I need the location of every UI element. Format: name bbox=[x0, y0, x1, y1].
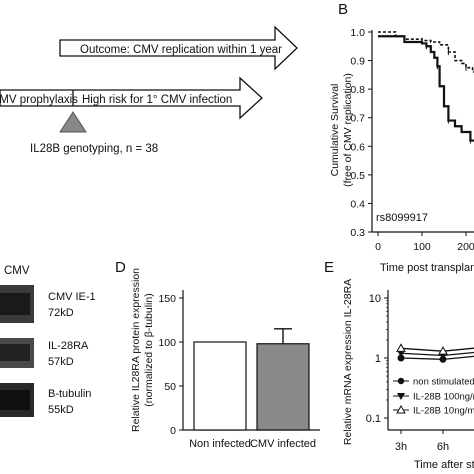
panel-d-ylabel-2: (normalized to β-tubulin) bbox=[143, 293, 155, 406]
panel-e-series-line bbox=[400, 351, 474, 357]
panel-b-letter: B bbox=[338, 1, 348, 18]
panel-e-legend: non stimulated IL-28B 100ng/m IL-28B 10ng/… bbox=[393, 377, 474, 417]
panel-e-series bbox=[396, 343, 474, 363]
panel-e-legend-label: IL-28B 100ng/m bbox=[413, 392, 474, 403]
panel-e-legend-marker-triangle-down bbox=[397, 393, 405, 400]
panel-e-series-line bbox=[400, 355, 474, 360]
timeline-arrow bbox=[0, 76, 263, 120]
panel-d-y-tick-label: 150 bbox=[158, 293, 176, 305]
panel-b-curve-solid bbox=[378, 35, 474, 142]
panel-b-ylabel-1: Cumulative Survival bbox=[329, 84, 341, 177]
panel-d-category-label: CMV infected bbox=[250, 438, 316, 450]
panel-e-legend-label: non stimulated bbox=[413, 377, 474, 388]
panel-e-y-tick-label: 10 bbox=[369, 293, 381, 305]
panel-d-y-tick-label: 0 bbox=[170, 425, 176, 437]
panel-b-y-tick-label: 0.3 bbox=[350, 227, 365, 239]
panel-e-marker-triangle-up bbox=[438, 346, 448, 355]
band-name-1: CMV IE-1 bbox=[48, 291, 96, 303]
panel-d-bar bbox=[193, 341, 247, 431]
panel-c-header: CMV bbox=[4, 265, 30, 277]
panel-e-letter: E bbox=[324, 259, 334, 276]
panel-d-bar bbox=[256, 343, 310, 431]
panel-e-y-tick-label: 0.1 bbox=[366, 413, 381, 425]
band-name-3: B-tubulin bbox=[48, 388, 91, 400]
panel-b-snp-label: rs8099917 bbox=[376, 212, 428, 224]
panel-d-y-tick-label: 100 bbox=[158, 337, 176, 349]
panel-d-y-tick-label: 50 bbox=[164, 381, 176, 393]
panel-b-x-ticks: 0 100 200 bbox=[375, 232, 474, 253]
band-size-1: 72kD bbox=[48, 307, 74, 319]
outcome-arrow bbox=[59, 25, 298, 71]
panel-d-bars bbox=[193, 328, 310, 431]
prophylaxis-label: CMV prophylaxis bbox=[0, 94, 78, 106]
genotyping-label: IL28B genotyping, n = 38 bbox=[30, 143, 158, 155]
panel-b-y-tick-label: 0.9 bbox=[350, 56, 365, 68]
panel-e-y-ticks: 10 1 0.1 bbox=[366, 293, 388, 425]
panel-b-xlabel: Time post transplant unt bbox=[380, 262, 474, 274]
panel-e: E Relative mRNA expression IL-28RA 10 1 0.… bbox=[324, 259, 474, 471]
panel-e-marker-circle bbox=[397, 354, 405, 362]
panel-e-y-tick-label: 1 bbox=[375, 353, 381, 365]
panel-e-x-tick-label: 6h bbox=[437, 441, 449, 453]
panel-e-legend-marker-triangle-up bbox=[396, 404, 406, 414]
outcome-label: Outcome: CMV replication within 1 year bbox=[80, 44, 282, 56]
panel-b-x-tick-label: 100 bbox=[413, 241, 431, 253]
panel-a: Outcome: CMV replication within 1 year C… bbox=[0, 25, 298, 155]
genotyping-marker bbox=[59, 111, 87, 133]
panel-d-category-label: Non infected bbox=[189, 438, 251, 450]
panel-c: CMV CMV IE-1 72kD IL-28RA 57kD B-tubulin… bbox=[0, 265, 96, 417]
panel-d-ylabel-1: Relative IL28RA protein expression bbox=[130, 268, 142, 432]
panel-b-x-tick-label: 200 bbox=[457, 241, 474, 253]
panel-b-y-tick-label: 0.6 bbox=[350, 141, 365, 153]
panel-e-legend-label: IL-28B 10ng/mL bbox=[413, 406, 474, 417]
band-size-2: 57kD bbox=[48, 356, 74, 368]
panel-e-xlabel: Time after sti bbox=[414, 459, 474, 471]
panel-e-x-tick-label: 3h bbox=[395, 441, 407, 453]
panel-b-curve-dashed bbox=[378, 31, 474, 73]
panel-b-y-ticks: 1.0 0.9 0.8 0.7 0.6 0.5 0.4 0.3 bbox=[350, 27, 372, 239]
panel-e-legend-marker-circle bbox=[397, 377, 405, 385]
panel-d-y-ticks: 0 50 100 150 bbox=[158, 293, 183, 437]
band-size-3: 55kD bbox=[48, 404, 74, 416]
panel-b-y-tick-label: 1.0 bbox=[350, 27, 365, 39]
panel-e-marker-triangle-up bbox=[396, 343, 406, 352]
risk-label: High risk for 1° CMV infection bbox=[82, 94, 232, 106]
band-name-2: IL-28RA bbox=[48, 340, 89, 352]
panel-b-y-tick-label: 0.4 bbox=[350, 198, 365, 210]
panel-b: B Cumulative Survival (free of CMV repli… bbox=[329, 1, 474, 274]
panel-e-series-line bbox=[400, 347, 474, 352]
panel-b-y-tick-label: 0.5 bbox=[350, 170, 365, 182]
panel-b-ylabel-2: (free of CMV replication) bbox=[342, 73, 354, 187]
panel-e-x-ticks: 3h 6h bbox=[395, 430, 449, 453]
panel-e-marker-triangle-down bbox=[397, 350, 405, 358]
blot-band-ie1-core bbox=[0, 293, 30, 315]
panel-b-curves bbox=[378, 31, 474, 144]
panel-e-ylabel: Relative mRNA expression IL-28RA bbox=[342, 279, 354, 445]
panel-b-y-tick-label: 0.7 bbox=[350, 113, 365, 125]
panel-b-x-tick-label: 0 bbox=[375, 241, 381, 253]
panel-d-letter: D bbox=[115, 259, 126, 276]
blot-band-tubulin-core bbox=[0, 390, 30, 410]
panel-d-categories: Non infected CMV infected bbox=[189, 438, 316, 450]
panel-d: D Relative IL28RA protein expression (no… bbox=[115, 259, 320, 450]
blot-band-il28ra-core bbox=[0, 344, 30, 361]
panel-b-y-tick-label: 0.8 bbox=[350, 84, 365, 96]
